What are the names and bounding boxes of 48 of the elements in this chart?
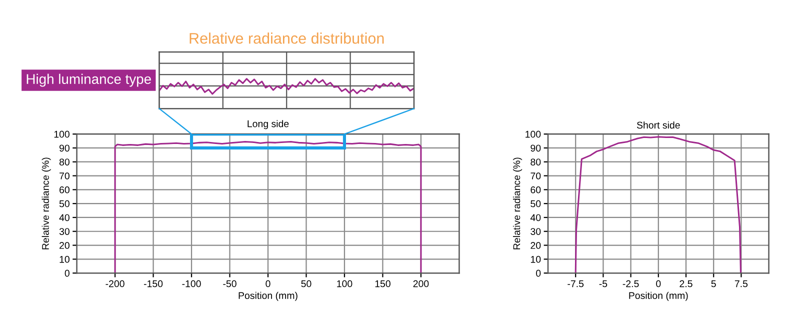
chart-title: Short side xyxy=(636,121,680,129)
y-tick-label: 40 xyxy=(530,214,541,222)
x-tick-label: -5 xyxy=(599,280,608,288)
y-tick-label: 80 xyxy=(530,158,541,166)
y-tick-label: 40 xyxy=(59,214,70,222)
x-tick-label: 100 xyxy=(337,280,352,288)
x-tick-label: 50 xyxy=(301,280,312,288)
y-tick-label: 30 xyxy=(530,228,541,235)
x-tick-label: -50 xyxy=(223,280,236,288)
x-tick-label: -200 xyxy=(106,280,124,288)
x-tick-label: -100 xyxy=(182,280,201,288)
x-tick-label: 5 xyxy=(711,280,716,288)
y-tick-label: 30 xyxy=(59,228,70,235)
y-tick-label: 100 xyxy=(526,130,541,138)
x-tick-label: 2.5 xyxy=(680,280,692,288)
y-tick-label: 70 xyxy=(530,172,541,180)
x-axis-title: Position (mm) xyxy=(629,292,688,301)
x-tick-label: -2.5 xyxy=(622,280,639,288)
y-tick-label: 50 xyxy=(59,200,70,208)
y-tick-label: 90 xyxy=(60,144,70,152)
y-tick-label: 0 xyxy=(64,270,70,277)
y-tick-label: 20 xyxy=(60,242,70,249)
x-tick-label: -150 xyxy=(144,280,163,288)
y-tick-label: 50 xyxy=(530,200,541,208)
y-tick-label: 60 xyxy=(530,186,541,194)
chart-title: Relative radiance distribution xyxy=(190,32,384,44)
y-axis-title: Relative radiance (%) xyxy=(512,158,522,250)
y-tick-label: 100 xyxy=(54,130,70,138)
x-tick-label: 7.5 xyxy=(734,280,748,288)
y-tick-label: 60 xyxy=(60,186,70,194)
y-tick-label: 0 xyxy=(536,270,541,277)
y-tick-label: 10 xyxy=(530,256,541,263)
x-tick-label: 150 xyxy=(375,280,390,288)
line-series xyxy=(114,140,422,274)
x-tick-label: 0 xyxy=(656,280,661,288)
series-label: High luminance type xyxy=(26,74,151,87)
x-tick-label: 200 xyxy=(413,280,429,288)
x-axis-title: Position (mm) xyxy=(238,292,298,301)
x-tick-label: -7.5 xyxy=(568,280,584,288)
chart-title: Long side xyxy=(248,120,289,130)
line-series xyxy=(574,136,742,274)
y-axis-title: Relative radiance (%) xyxy=(42,158,51,250)
y-tick-label: 20 xyxy=(530,242,541,249)
y-tick-label: 90 xyxy=(530,144,541,152)
y-tick-label: 10 xyxy=(60,256,70,263)
y-tick-label: 70 xyxy=(60,172,70,180)
y-tick-label: 80 xyxy=(59,158,70,166)
x-tick-label: 0 xyxy=(266,280,270,288)
